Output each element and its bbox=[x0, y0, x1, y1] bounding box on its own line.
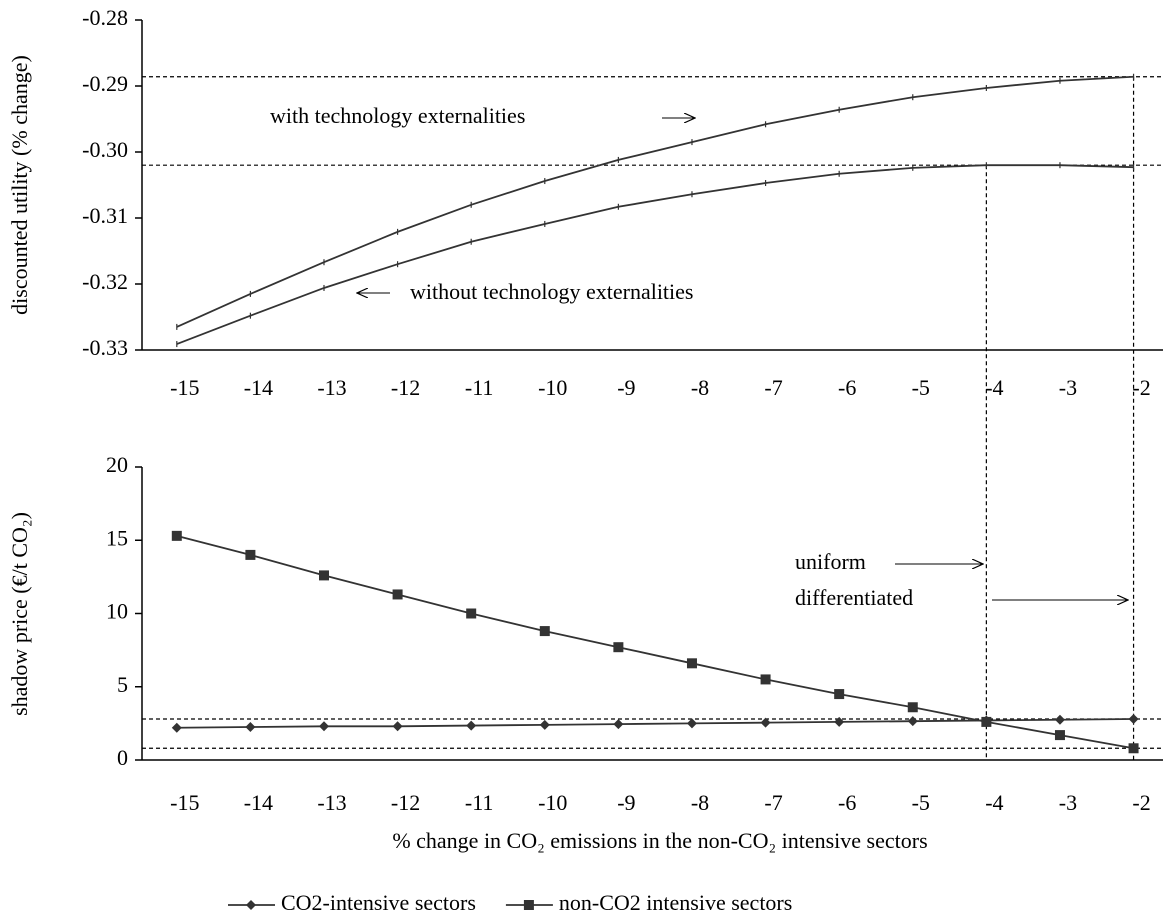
marker bbox=[245, 722, 256, 733]
y-tick-label: -0.30 bbox=[82, 137, 128, 162]
marker bbox=[392, 721, 403, 732]
marker bbox=[1054, 714, 1065, 725]
y-tick-label: 0 bbox=[117, 745, 128, 770]
legend-label: CO2-intensive sectors bbox=[281, 890, 476, 915]
x-tick-label: -12 bbox=[391, 375, 420, 400]
y-tick-label: 20 bbox=[106, 452, 128, 477]
x-tick-label: -8 bbox=[691, 790, 709, 815]
x-tick-label: -9 bbox=[617, 375, 635, 400]
marker bbox=[466, 720, 477, 731]
annotation: uniform bbox=[795, 549, 866, 574]
marker bbox=[318, 570, 329, 581]
marker bbox=[1128, 713, 1139, 724]
x-tick-label: -13 bbox=[317, 375, 346, 400]
x-tick-label: -4 bbox=[985, 790, 1003, 815]
x-tick-label: -2 bbox=[1132, 790, 1150, 815]
marker bbox=[392, 589, 403, 600]
marker bbox=[613, 719, 624, 730]
x-tick-label: -11 bbox=[465, 375, 494, 400]
y-tick-label: -0.33 bbox=[82, 335, 128, 360]
series-line bbox=[176, 164, 1134, 345]
x-tick-label: -13 bbox=[317, 790, 346, 815]
y-tick-label: 15 bbox=[106, 525, 128, 550]
y-tick-label: 10 bbox=[106, 599, 128, 624]
marker bbox=[539, 719, 550, 730]
x-tick-label: -10 bbox=[538, 375, 567, 400]
marker bbox=[613, 642, 624, 653]
legend-label: non-CO2 intensive sectors bbox=[559, 890, 792, 915]
x-tick-label: -6 bbox=[838, 375, 856, 400]
legend-marker bbox=[246, 900, 256, 910]
marker bbox=[981, 716, 992, 727]
x-tick-label: -14 bbox=[244, 790, 273, 815]
x-tick-label: -3 bbox=[1059, 375, 1077, 400]
y-tick-label: -0.28 bbox=[82, 5, 128, 30]
annotation: with technology externalities bbox=[270, 103, 525, 128]
x-tick-label: -7 bbox=[764, 790, 782, 815]
marker bbox=[686, 718, 697, 729]
series-line bbox=[176, 534, 1134, 750]
x-tick-label: -14 bbox=[244, 375, 273, 400]
y-axis-label: shadow price (€/t CO₂) bbox=[7, 512, 32, 716]
x-tick-label: -11 bbox=[465, 790, 494, 815]
x-tick-label: -7 bbox=[764, 375, 782, 400]
marker bbox=[907, 702, 918, 713]
marker bbox=[760, 674, 771, 685]
x-tick-label: -6 bbox=[838, 790, 856, 815]
legend-marker bbox=[523, 900, 534, 910]
annotation: without technology externalities bbox=[410, 279, 694, 304]
annotation: differentiated bbox=[795, 585, 913, 610]
x-tick-label: -2 bbox=[1132, 375, 1150, 400]
x-axis-label: % change in CO₂ emissions in the non-CO₂… bbox=[392, 828, 927, 853]
x-tick-label: -5 bbox=[912, 375, 930, 400]
x-tick-label: -15 bbox=[170, 375, 199, 400]
y-tick-label: -0.31 bbox=[82, 203, 128, 228]
marker bbox=[171, 530, 182, 541]
marker bbox=[1054, 730, 1065, 741]
series-line bbox=[176, 718, 1134, 729]
series-line bbox=[176, 75, 1134, 328]
x-tick-label: -10 bbox=[538, 790, 567, 815]
y-tick-label: 5 bbox=[117, 672, 128, 697]
x-tick-label: -9 bbox=[617, 790, 635, 815]
marker bbox=[686, 658, 697, 669]
x-tick-label: -8 bbox=[691, 375, 709, 400]
marker bbox=[834, 716, 845, 727]
marker bbox=[834, 689, 845, 700]
marker bbox=[907, 716, 918, 727]
x-tick-label: -5 bbox=[912, 790, 930, 815]
marker bbox=[318, 721, 329, 732]
x-tick-label: -15 bbox=[170, 790, 199, 815]
x-tick-label: -3 bbox=[1059, 790, 1077, 815]
marker bbox=[245, 549, 256, 560]
y-tick-label: -0.32 bbox=[82, 269, 128, 294]
x-tick-label: -12 bbox=[391, 790, 420, 815]
marker bbox=[760, 717, 771, 728]
marker bbox=[466, 608, 477, 619]
y-axis-label: discounted utility (% change) bbox=[7, 55, 32, 315]
y-tick-label: -0.29 bbox=[82, 71, 128, 96]
marker bbox=[171, 722, 182, 733]
marker bbox=[539, 626, 550, 637]
marker bbox=[1128, 743, 1139, 754]
x-tick-label: -4 bbox=[985, 375, 1003, 400]
